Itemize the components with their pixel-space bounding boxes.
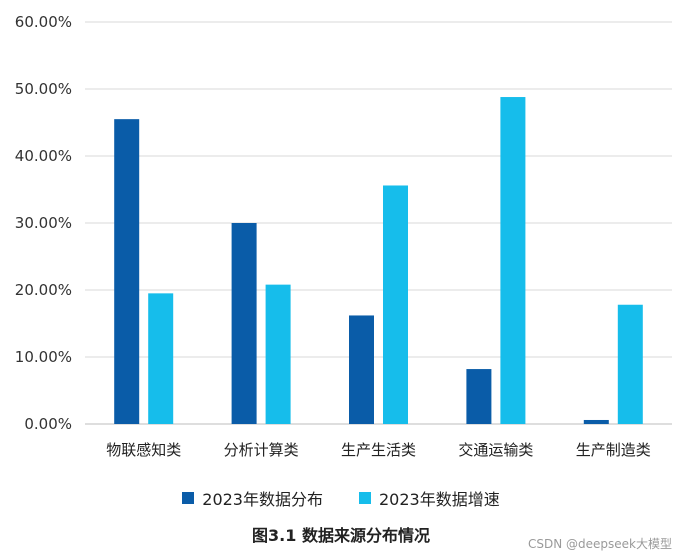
y-tick-label: 10.00%	[15, 348, 72, 366]
bar-growth	[383, 185, 408, 424]
x-tick-label: 生产生活类	[341, 441, 416, 459]
legend-item-distribution: 2023年数据分布	[182, 486, 323, 510]
legend-label-distribution: 2023年数据分布	[202, 490, 323, 509]
bar-growth	[617, 304, 643, 424]
legend: 2023年数据分布 2023年数据增速	[0, 486, 682, 510]
x-tick-label: 分析计算类	[224, 441, 299, 459]
bar-distribution	[114, 119, 140, 425]
bar-chart: 0.00% 10.00% 20.00% 30.00% 40.00% 50.00% 60.00…	[15, 13, 672, 459]
watermark: CSDN @deepseek大模型	[528, 537, 672, 551]
legend-item-growth: 2023年数据增速	[359, 486, 500, 510]
bar-distribution	[583, 419, 609, 424]
y-tick-label: 60.00%	[15, 13, 72, 31]
bar-distribution	[231, 223, 257, 424]
x-tick-label: 物联感知类	[106, 441, 181, 459]
y-tick-label: 40.00%	[15, 147, 72, 165]
x-tick-label: 生产制造类	[576, 441, 651, 459]
y-tick-label: 0.00%	[24, 415, 72, 433]
legend-swatch-distribution	[182, 492, 195, 504]
figure-caption: 图3.1 数据来源分布情况	[252, 526, 430, 545]
x-tick-label: 交通运输类	[458, 441, 533, 459]
legend-swatch-growth	[359, 492, 371, 504]
bar-distribution	[349, 315, 374, 424]
y-tick-label: 50.00%	[15, 80, 72, 98]
bar-growth	[500, 97, 526, 424]
bar-growth	[265, 284, 291, 424]
legend-label-growth: 2023年数据增速	[379, 490, 500, 509]
y-tick-label: 20.00%	[15, 281, 72, 299]
bar-growth	[148, 293, 174, 424]
y-tick-label: 30.00%	[15, 214, 72, 232]
bar-distribution	[466, 369, 492, 424]
